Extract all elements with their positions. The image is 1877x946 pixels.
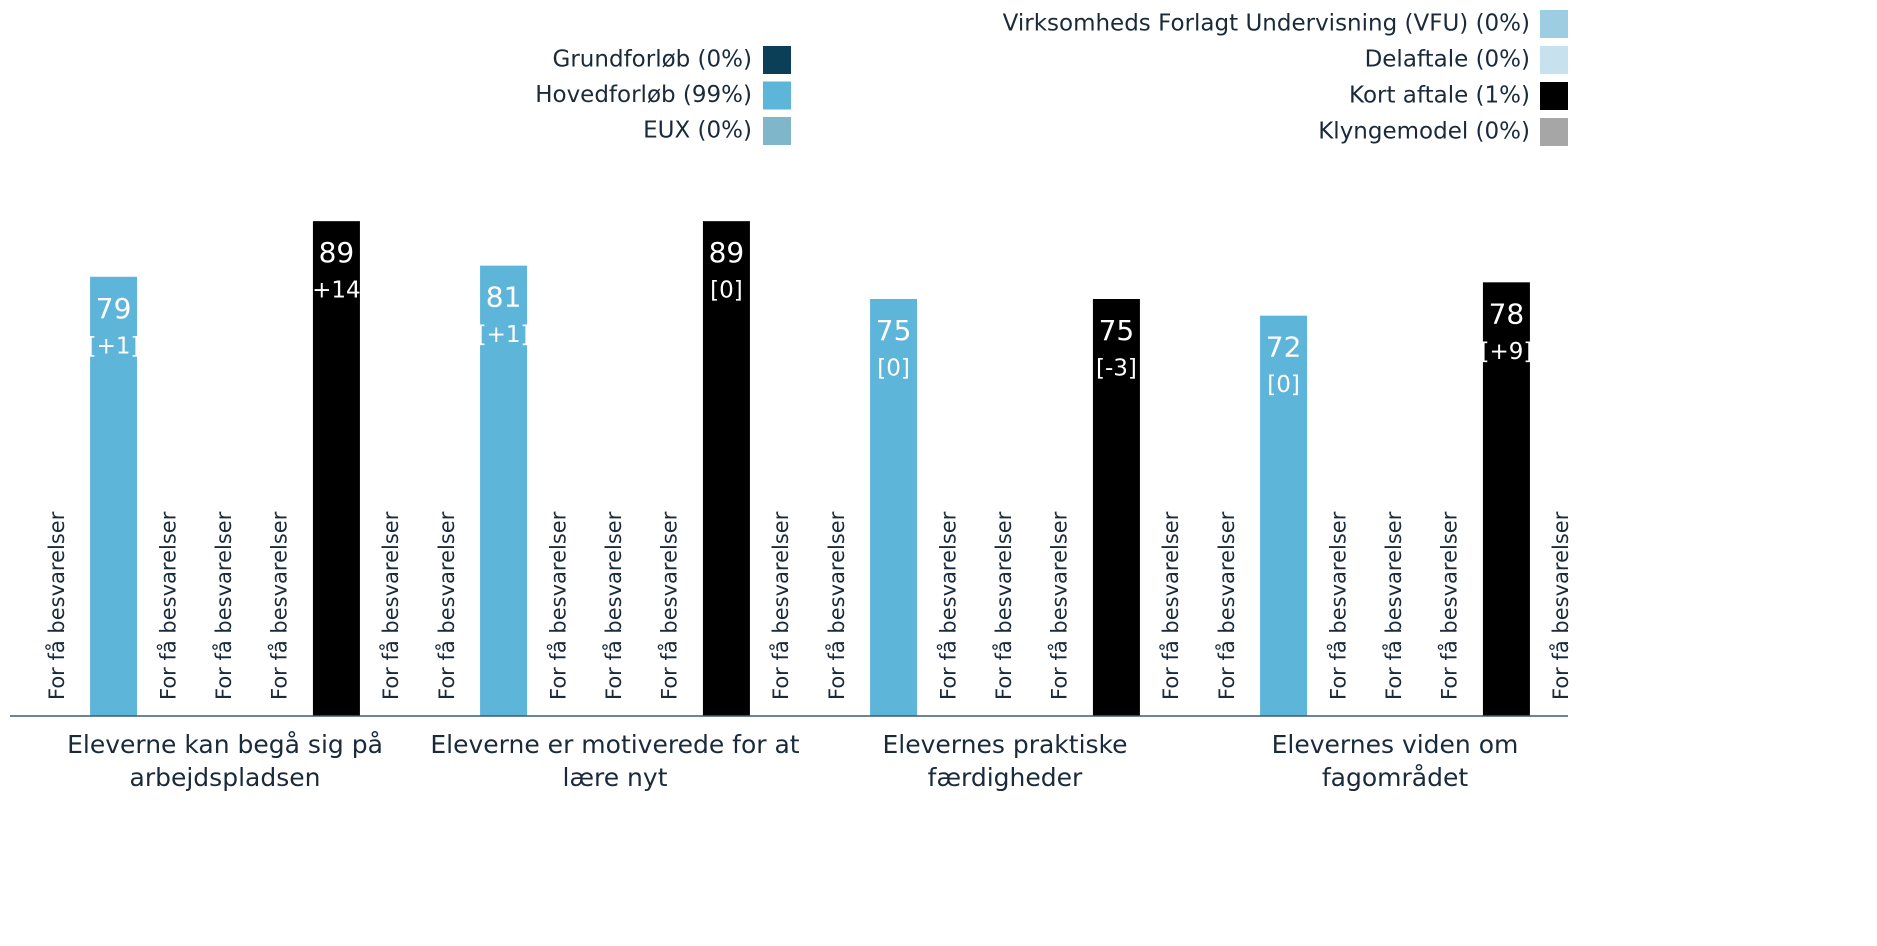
legend-label: Hovedforløb (99%) bbox=[535, 82, 752, 108]
change-label: [0] bbox=[1267, 372, 1300, 398]
value-label: 72 bbox=[1266, 331, 1302, 364]
missing-label: For få besvarelser bbox=[1548, 511, 1573, 700]
missing-label: For få besvarelser bbox=[545, 511, 570, 700]
bar bbox=[1260, 315, 1308, 716]
missing-label: For få besvarelser bbox=[824, 511, 849, 700]
bar bbox=[1482, 282, 1530, 716]
missing-label: For få besvarelser bbox=[155, 511, 180, 700]
category-label: Elevernes viden om fagområdet bbox=[1271, 730, 1519, 792]
change-label: [+1] bbox=[88, 333, 140, 359]
category-label: Eleverne er motiverede for at lære nyt bbox=[430, 730, 800, 792]
missing-label: For få besvarelser bbox=[267, 511, 292, 700]
bar bbox=[702, 221, 750, 716]
missing-label: For få besvarelser bbox=[1381, 511, 1406, 700]
change-label: [+1] bbox=[478, 322, 530, 348]
missing-label: For få besvarelser bbox=[991, 511, 1016, 700]
legend-swatch bbox=[1540, 46, 1568, 74]
missing-label: For få besvarelser bbox=[434, 511, 459, 700]
change-label: [0] bbox=[710, 278, 743, 304]
missing-label: For få besvarelser bbox=[935, 511, 960, 700]
category-label: Eleverne kan begå sig på arbejdspladsen bbox=[67, 730, 383, 792]
legend-label: Virksomheds Forlagt Undervisning (VFU) (… bbox=[1003, 11, 1530, 37]
legend-swatch bbox=[1540, 10, 1568, 38]
legend-label: Kort aftale (1%) bbox=[1349, 83, 1530, 109]
legend-swatch bbox=[1540, 118, 1568, 146]
change-label: [-3] bbox=[1096, 356, 1137, 382]
missing-label: For få besvarelser bbox=[211, 511, 236, 700]
legend-swatch bbox=[763, 46, 791, 74]
missing-label: For få besvarelser bbox=[44, 511, 69, 700]
legend-label: Klyngemodel (0%) bbox=[1318, 119, 1530, 145]
change-label: [+14] bbox=[303, 278, 369, 304]
missing-label: For få besvarelser bbox=[1214, 511, 1239, 700]
category-label: Elevernes praktiske færdigheder bbox=[882, 730, 1128, 792]
value-label: 78 bbox=[1489, 297, 1525, 330]
missing-label: For få besvarelser bbox=[1158, 511, 1183, 700]
bar bbox=[480, 265, 528, 716]
value-label: 89 bbox=[709, 236, 745, 269]
bar bbox=[90, 276, 138, 716]
bar bbox=[870, 299, 918, 716]
missing-label: For få besvarelser bbox=[768, 511, 793, 700]
legend-label: Grundforløb (0%) bbox=[553, 47, 752, 73]
missing-label: For få besvarelser bbox=[657, 511, 682, 700]
value-label: 75 bbox=[876, 314, 912, 347]
legend-label: Delaftale (0%) bbox=[1365, 47, 1530, 73]
value-label: 89 bbox=[319, 236, 355, 269]
legend-label: EUX (0%) bbox=[643, 118, 752, 144]
legend-swatch bbox=[763, 81, 791, 110]
bar bbox=[1092, 299, 1140, 716]
value-label: 79 bbox=[96, 292, 132, 325]
legend-swatch bbox=[1540, 82, 1568, 110]
value-label: 75 bbox=[1099, 314, 1135, 347]
legend-swatch bbox=[763, 117, 791, 145]
missing-label: For få besvarelser bbox=[601, 511, 626, 700]
value-label: 81 bbox=[486, 281, 522, 314]
missing-label: For få besvarelser bbox=[1047, 511, 1072, 700]
missing-label: For få besvarelser bbox=[1437, 511, 1462, 700]
missing-label: For få besvarelser bbox=[1325, 511, 1350, 700]
missing-label: For få besvarelser bbox=[378, 511, 403, 700]
change-label: [0] bbox=[877, 356, 910, 382]
change-label: [+9] bbox=[1480, 339, 1532, 365]
bar bbox=[312, 221, 360, 716]
